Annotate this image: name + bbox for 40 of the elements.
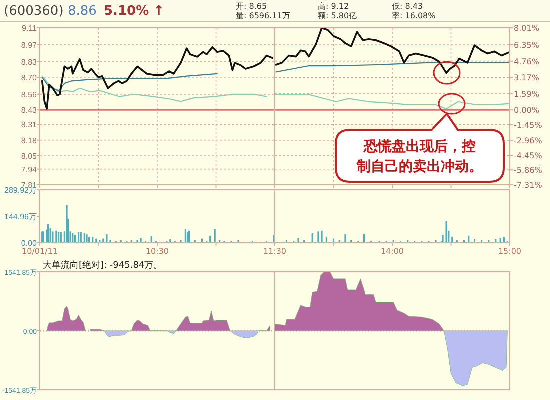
y-tick-label: -1.45% xyxy=(514,120,543,130)
text: 高: 9.12 xyxy=(318,2,350,11)
y-tick-label: 6.35% xyxy=(514,41,540,50)
y-tick-label: 3.17% xyxy=(514,74,540,83)
y-tick-label: -5.86% xyxy=(514,166,543,176)
text: 8.86 xyxy=(68,4,97,19)
y-tick-label: 8.43 xyxy=(21,106,38,116)
text: 率: 16.08% xyxy=(392,12,436,20)
text: 量: 6596.11万 xyxy=(236,12,290,20)
x-tick-label: 10/01/11 xyxy=(22,247,58,256)
y-tick-label: 9.11 xyxy=(22,24,38,33)
y-tick-label: 0.00% xyxy=(514,106,540,116)
x-tick-label: 11:30 xyxy=(263,247,287,256)
y-tick-label: -7.31% xyxy=(514,181,543,190)
y-tick-label: 8.97 xyxy=(21,40,38,50)
y-tick-label: 144.96万 xyxy=(4,212,37,222)
y-tick-label: -4.45% xyxy=(514,152,543,161)
text: 额: 5.80亿 xyxy=(318,12,358,20)
y-tick-label: 8.83 xyxy=(21,58,38,67)
y-tick-label: 1.59% xyxy=(514,90,540,99)
y-tick-label: 8.05 xyxy=(21,152,38,162)
y-tick-label: -2.96% xyxy=(514,136,543,146)
chart-title: 大单流向[绝对]: -945.84万。 xyxy=(43,260,163,271)
y-tick-label: 8.18 xyxy=(21,136,38,146)
y-tick-label: 8.31 xyxy=(21,120,38,130)
text: 低: 8.43 xyxy=(392,2,424,11)
y-tick-label: 289.92万 xyxy=(4,186,37,195)
y-tick-label: 8.01% xyxy=(514,24,540,33)
y-tick-label: 7.94 xyxy=(21,165,38,174)
x-tick-label: 10:30 xyxy=(146,247,170,256)
text: 开: 8.65 xyxy=(236,2,268,11)
text: 5.10% ↑ xyxy=(104,4,165,19)
x-tick-label: 14:00 xyxy=(380,247,404,256)
annotation: 恐慌盘出现后，控制自己的卖出冲动。 xyxy=(356,138,483,175)
y-tick-label: 8.56 xyxy=(21,90,38,100)
y-tick-label: 0.00 xyxy=(21,239,38,248)
chart-title: (600360) xyxy=(4,4,64,19)
y-tick-label: 8.70 xyxy=(21,74,38,83)
x-tick-label: 15:00 xyxy=(498,247,522,256)
y-tick-label: 4.76% xyxy=(514,57,540,66)
